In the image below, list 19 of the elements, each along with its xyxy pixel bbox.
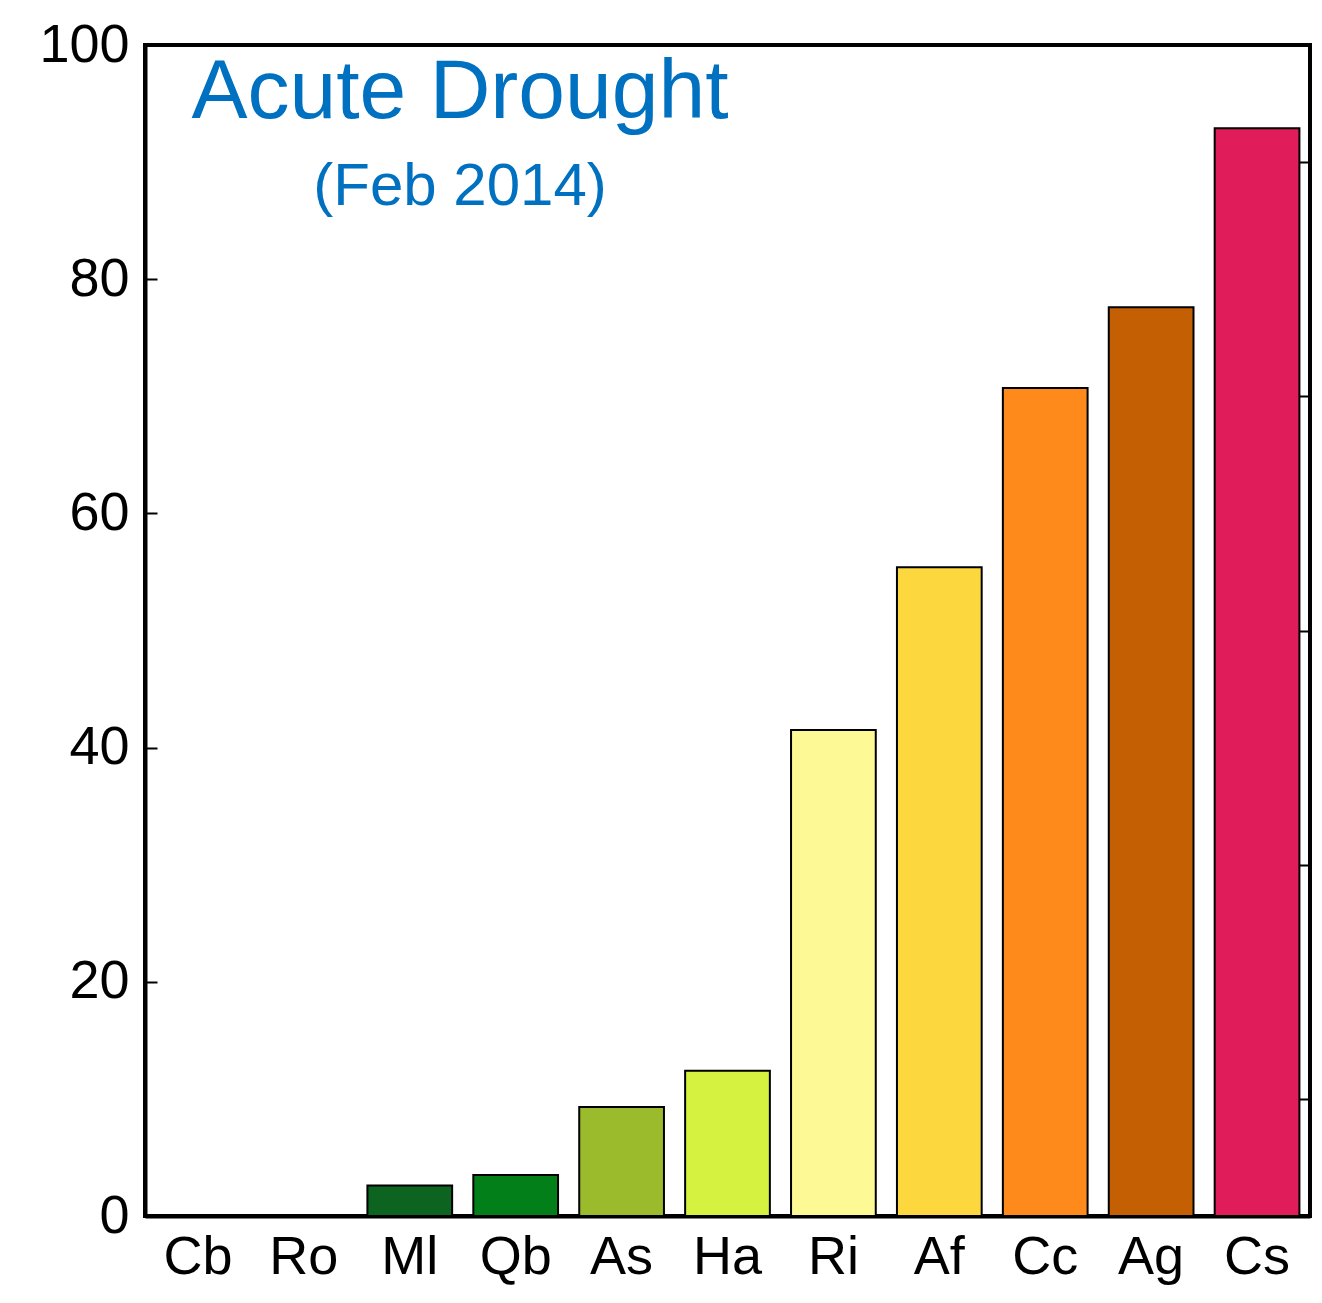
y-tick-label: 60 — [69, 480, 130, 541]
x-tick-label: Qb — [479, 1224, 552, 1285]
x-tick-label: Cb — [163, 1224, 233, 1285]
x-tick-label: As — [590, 1224, 654, 1285]
y-tick-label: 80 — [69, 246, 130, 307]
x-tick-label: Cs — [1224, 1224, 1291, 1285]
y-tick-label: 0 — [99, 1183, 130, 1244]
x-tick-label: Ro — [269, 1224, 339, 1285]
text: (Feb 2014) — [313, 151, 607, 218]
x-tick-label: Ha — [692, 1224, 763, 1285]
x-tick-label: Ag — [1118, 1224, 1185, 1285]
x-tick-label: Ml — [381, 1224, 439, 1285]
x-tick-label: Cc — [1012, 1224, 1079, 1285]
x-tick-label: Af — [913, 1224, 966, 1285]
y-tick-label: 20 — [69, 949, 130, 1010]
y-tick-label: 100 — [39, 12, 130, 73]
chart-title: Acute Drought — [191, 42, 729, 136]
y-tick-label: 40 — [69, 715, 130, 776]
x-tick-label: Ri — [807, 1224, 859, 1285]
